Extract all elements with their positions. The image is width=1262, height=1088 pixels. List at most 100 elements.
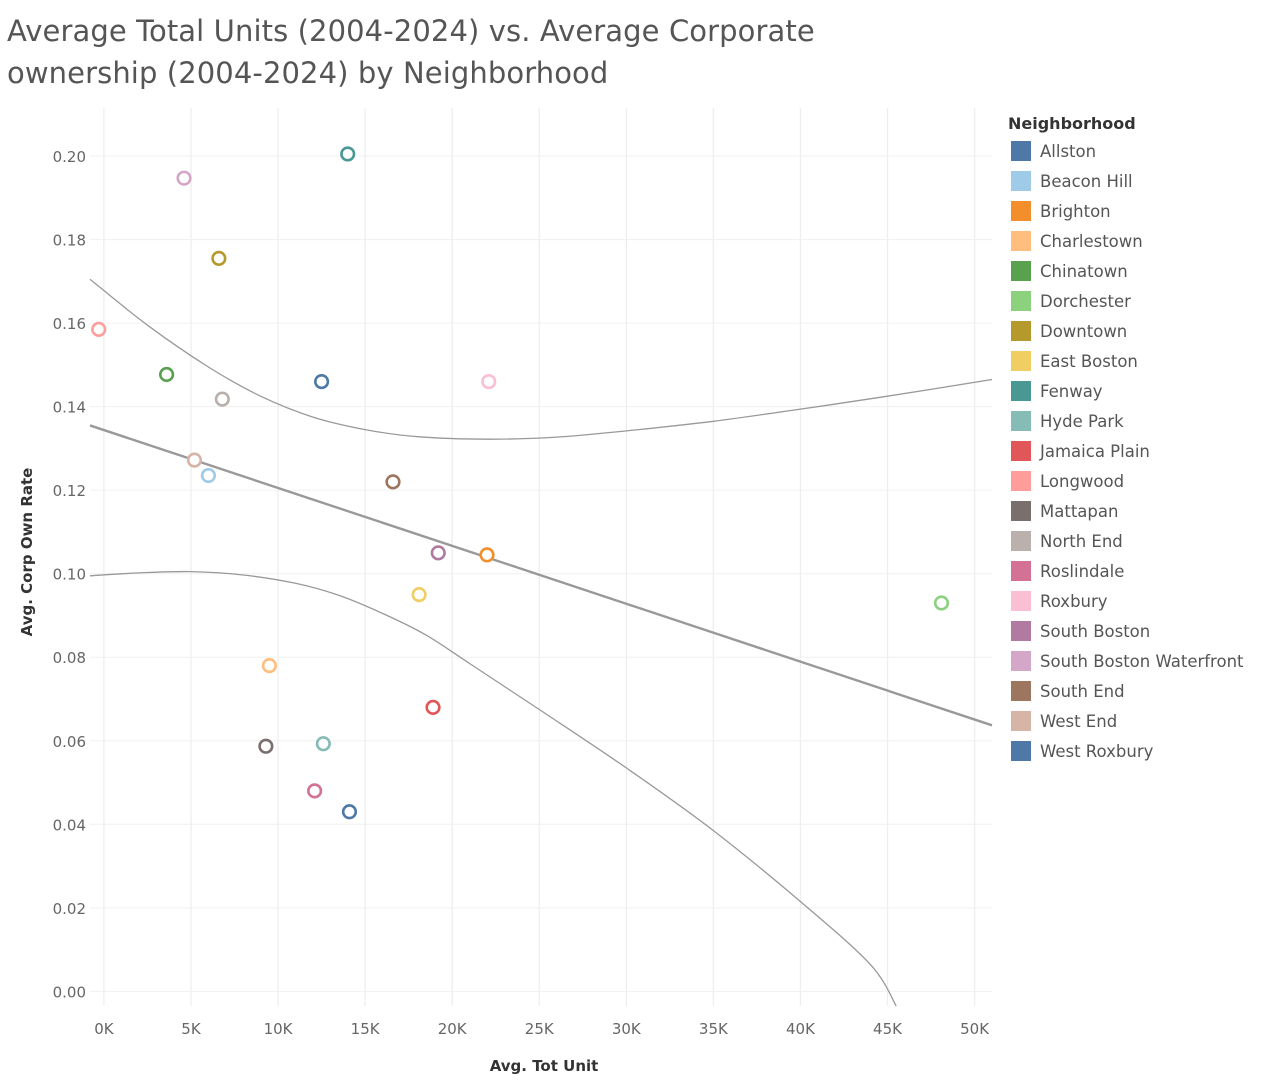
legend-item[interactable]: Allston (1008, 136, 1262, 166)
data-point-mattapan[interactable] (258, 738, 274, 754)
legend-swatch (1011, 231, 1031, 251)
legend-item[interactable]: Brighton (1008, 196, 1262, 226)
data-point-charlestown[interactable] (261, 657, 277, 674)
legend-item[interactable]: Beacon Hill (1008, 166, 1262, 196)
data-point-brighton[interactable] (479, 547, 495, 563)
legend-swatch (1011, 291, 1031, 311)
chart-title: Average Total Units (2004-2024) vs. Aver… (7, 14, 815, 90)
legend-swatch (1011, 261, 1031, 281)
legend-item[interactable]: Jamaica Plain (1008, 436, 1262, 466)
data-point-south-boston[interactable] (430, 545, 446, 561)
legend-swatch (1011, 351, 1031, 371)
legend-label: Chinatown (1040, 261, 1128, 281)
data-point-roxbury[interactable] (481, 373, 497, 390)
legend-swatch (1011, 711, 1031, 731)
x-axis-ticks: 0K 5K 10K 15K 20K 25K 30K 35K 40K 45K 50K (94, 1020, 990, 1038)
legend-swatch (1011, 531, 1031, 551)
confidence-band-lower (89, 570, 897, 1007)
legend-item[interactable]: Fenway (1008, 376, 1262, 406)
legend-swatch (1011, 441, 1031, 461)
legend-label: South Boston (1040, 621, 1151, 641)
legend-label: South Boston Waterfront (1040, 651, 1244, 671)
data-point-south-boston-waterfront[interactable] (176, 170, 192, 186)
legend-swatch (1011, 171, 1031, 191)
legend-item[interactable]: North End (1008, 526, 1262, 556)
legend-label: West Roxbury (1040, 741, 1154, 761)
data-point-fenway[interactable] (340, 146, 356, 162)
confidence-band (89, 278, 993, 1007)
legend-item[interactable]: Roslindale (1008, 556, 1262, 586)
y-axis-title: Avg. Corp Own Rate (18, 468, 36, 637)
data-point-chinatown[interactable] (159, 366, 175, 383)
y-tick-label: 0.04 (53, 816, 86, 834)
legend-label: Fenway (1040, 381, 1103, 401)
y-tick-label: 0.08 (53, 649, 86, 667)
legend: Neighborhood Allston Beacon Hill Brighton C… (1008, 114, 1262, 766)
y-tick-label: 0.10 (53, 566, 86, 584)
data-point-beacon-hill[interactable] (200, 467, 217, 484)
legend-swatch (1011, 201, 1031, 221)
legend-item[interactable]: Longwood (1008, 466, 1262, 496)
confidence-band-upper (89, 278, 993, 440)
data-point-allston[interactable] (313, 373, 330, 390)
legend-item[interactable]: West End (1008, 706, 1262, 736)
legend-swatch (1011, 471, 1031, 491)
x-tick-label: 25K (525, 1020, 555, 1038)
legend-label: Hyde Park (1040, 411, 1124, 431)
legend-swatch (1011, 381, 1031, 401)
y-tick-label: 0.20 (53, 148, 86, 166)
legend-swatch (1011, 741, 1031, 761)
legend-item[interactable]: Mattapan (1008, 496, 1262, 526)
y-tick-label: 0.06 (53, 733, 86, 751)
data-point-east-boston[interactable] (411, 586, 427, 603)
legend-swatch (1011, 561, 1031, 581)
legend-item[interactable]: Dorchester (1008, 286, 1262, 316)
data-point-west-end[interactable] (186, 452, 203, 468)
legend-item[interactable]: South Boston Waterfront (1008, 646, 1262, 676)
x-axis-title: Avg. Tot Unit (490, 1057, 599, 1075)
legend-item[interactable]: West Roxbury (1008, 736, 1262, 766)
data-point-roslindale[interactable] (307, 783, 323, 799)
legend-title: Neighborhood (1008, 114, 1136, 133)
legend-item[interactable]: Roxbury (1008, 586, 1262, 616)
data-point-north-end[interactable] (214, 391, 230, 407)
legend-item[interactable]: Downtown (1008, 316, 1262, 346)
legend-swatch (1011, 321, 1031, 341)
data-point-downtown[interactable] (211, 250, 227, 266)
legend-swatch (1011, 591, 1031, 611)
legend-label: North End (1040, 531, 1123, 551)
legend-items: Allston Beacon Hill Brighton Charlestown Chi… (1008, 136, 1262, 766)
legend-label: Jamaica Plain (1040, 441, 1150, 461)
legend-item[interactable]: South End (1008, 676, 1262, 706)
x-tick-label: 40K (786, 1020, 816, 1038)
legend-swatch (1011, 651, 1031, 671)
legend-item[interactable]: Chinatown (1008, 256, 1262, 286)
legend-label: Roslindale (1040, 561, 1125, 581)
y-tick-label: 0.18 (53, 232, 86, 250)
data-point-hyde-park[interactable] (315, 736, 331, 752)
legend-item[interactable]: South Boston (1008, 616, 1262, 646)
legend-label: West End (1040, 711, 1118, 731)
x-tick-label: 15K (351, 1020, 381, 1038)
data-point-dorchester[interactable] (933, 595, 950, 611)
trend-line-path (89, 424, 993, 727)
data-point-jamaica-plain[interactable] (425, 699, 441, 715)
legend-label: Mattapan (1040, 501, 1119, 521)
y-tick-label: 0.12 (53, 482, 86, 500)
legend-swatch (1011, 141, 1031, 161)
x-tick-label: 0K (94, 1020, 115, 1038)
legend-item[interactable]: East Boston (1008, 346, 1262, 376)
data-point-south-end[interactable] (385, 474, 401, 490)
legend-label: Roxbury (1040, 591, 1108, 611)
x-tick-label: 35K (699, 1020, 729, 1038)
legend-item[interactable]: Charlestown (1008, 226, 1262, 256)
x-tick-label: 30K (612, 1020, 642, 1038)
data-point-west-roxbury[interactable] (341, 804, 358, 820)
data-points (91, 146, 950, 820)
data-point-longwood[interactable] (91, 321, 107, 337)
legend-item[interactable]: Hyde Park (1008, 406, 1262, 436)
legend-swatch (1011, 681, 1031, 701)
grid-lines (90, 108, 992, 1006)
y-tick-label: 0.16 (53, 315, 86, 333)
